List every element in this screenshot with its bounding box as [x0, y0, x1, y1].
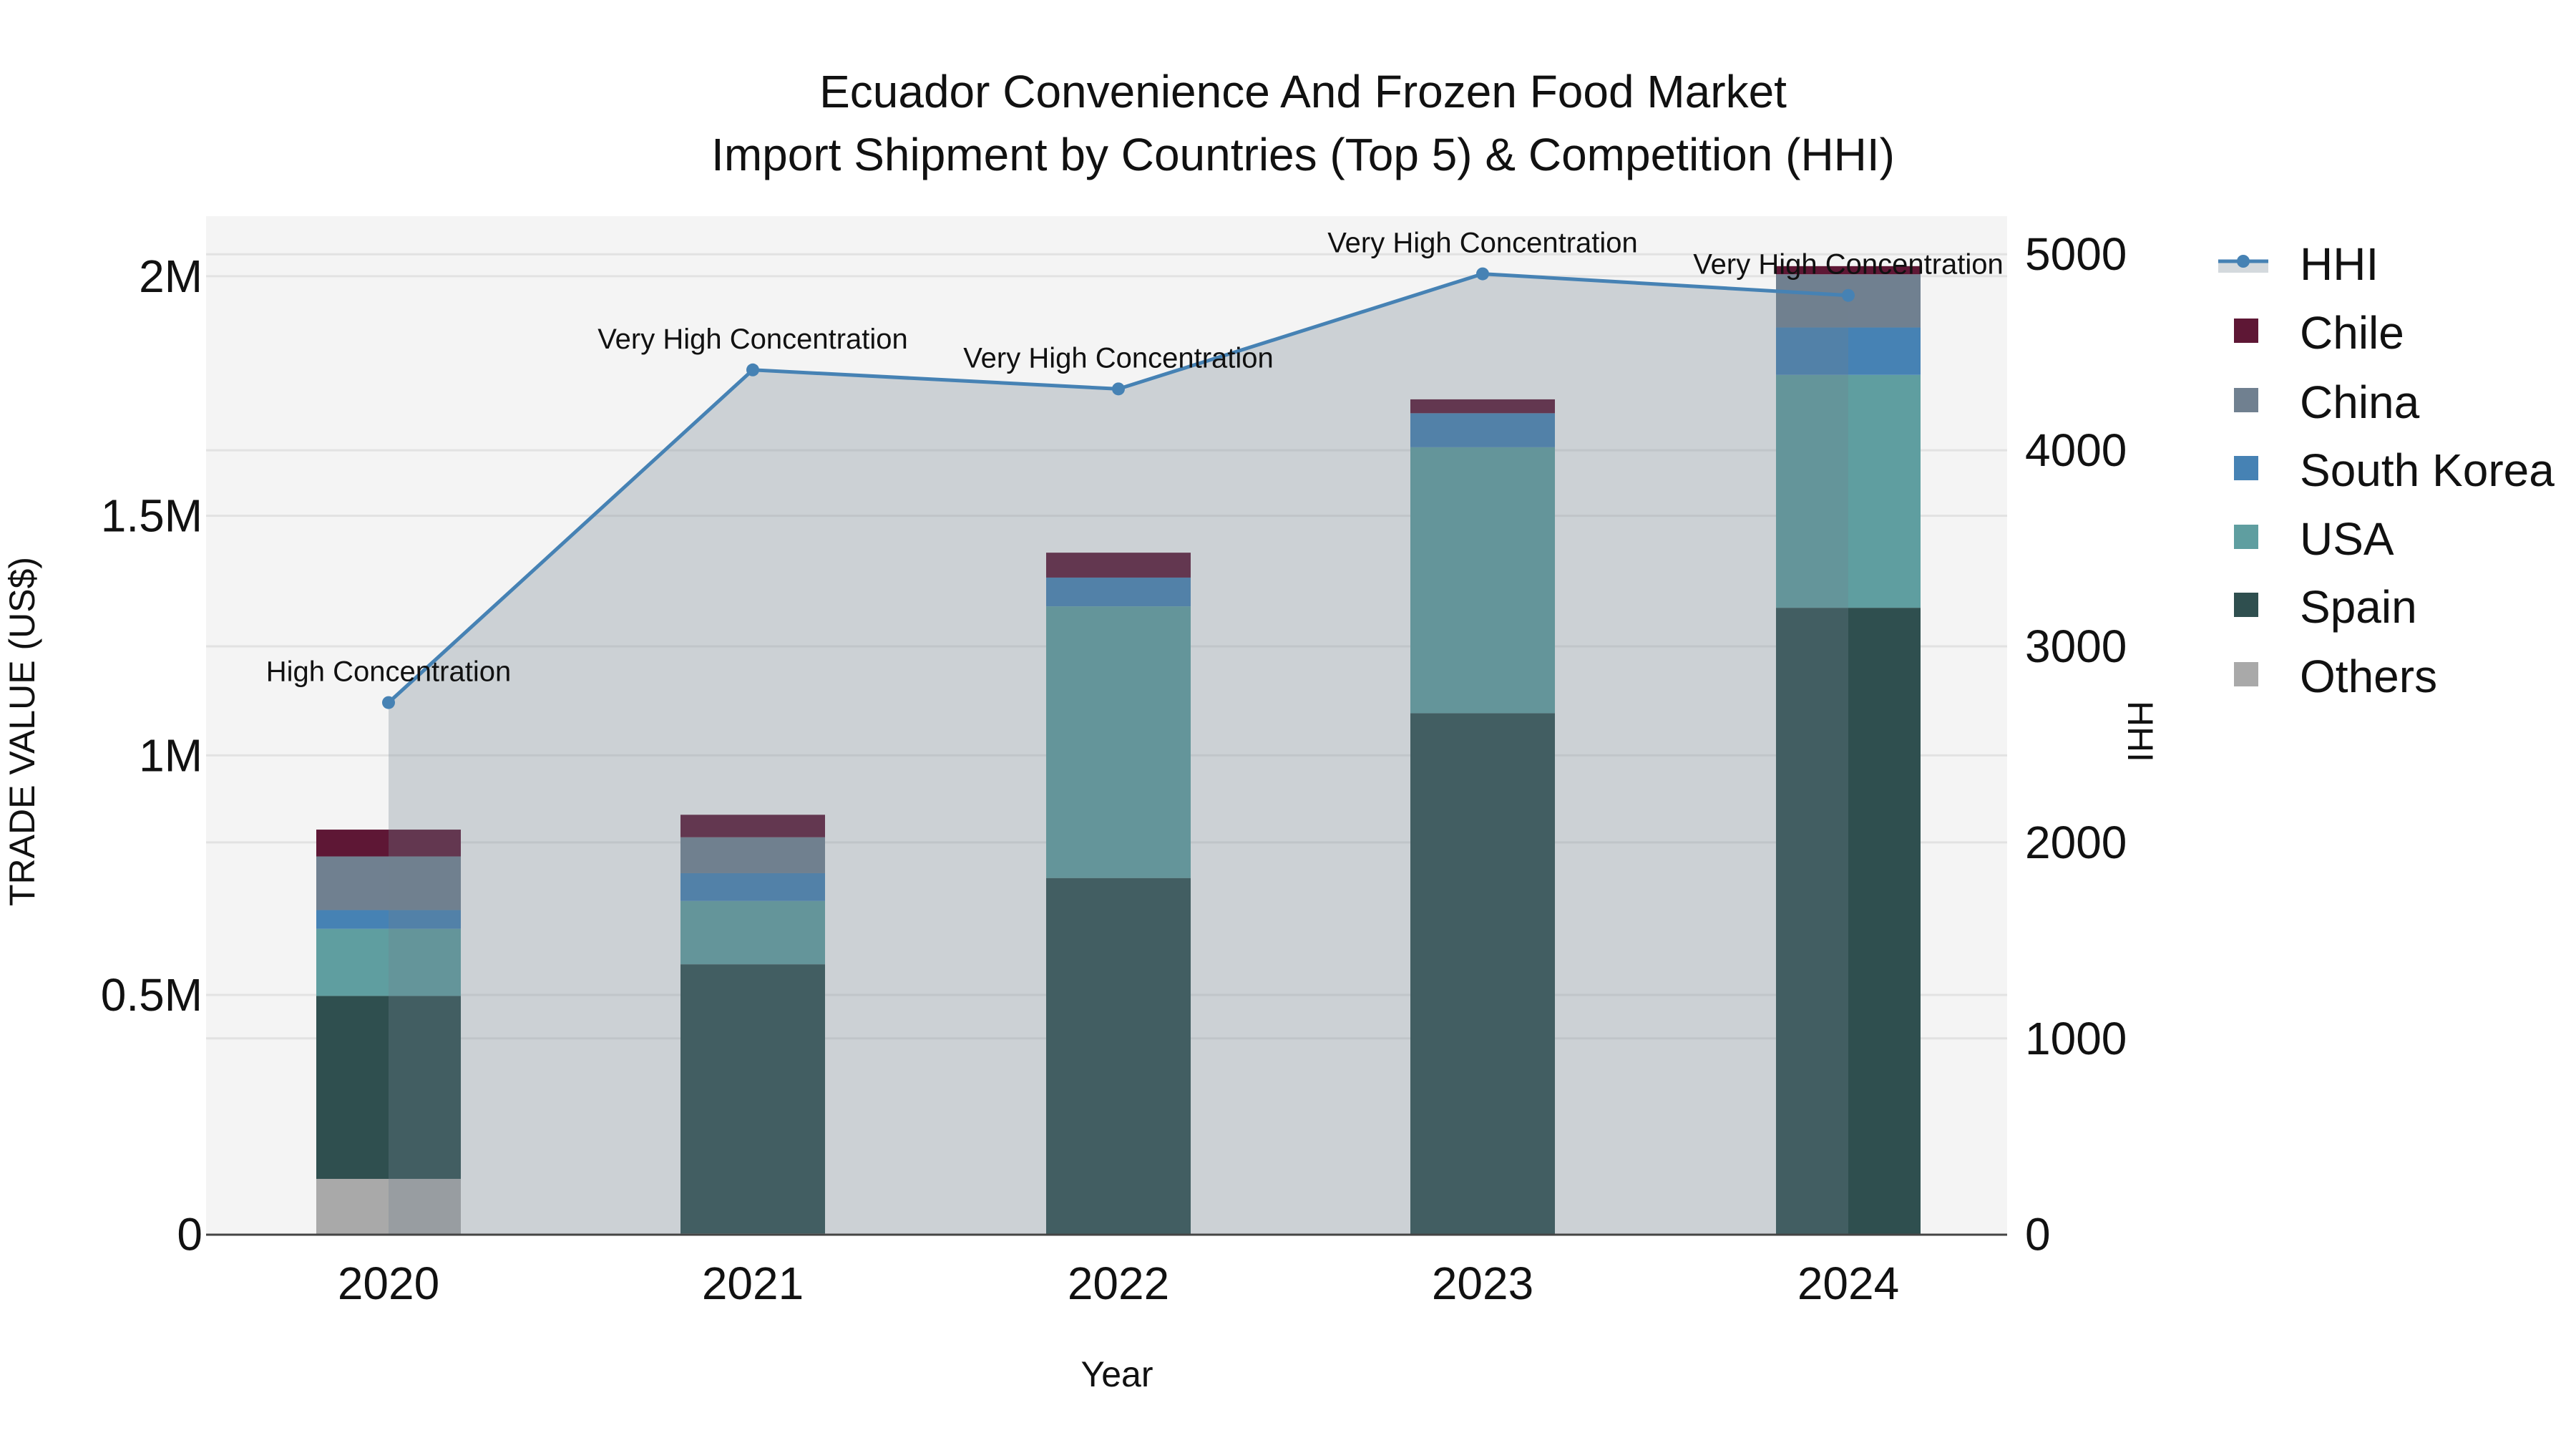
hhi-line-layer — [382, 267, 1855, 1235]
y-left-tick-label: 1M — [139, 729, 203, 781]
legend-swatch-icon — [2234, 662, 2258, 686]
legend-item-china[interactable]: China — [2234, 376, 2420, 428]
hhi-marker-2024[interactable] — [1842, 288, 1855, 302]
legend-item-chile[interactable]: Chile — [2234, 307, 2404, 359]
legend-label: Spain — [2300, 581, 2417, 633]
y-right-tick-label: 4000 — [2025, 424, 2127, 476]
legend-swatch-icon — [2234, 388, 2258, 412]
bar-stack-2024[interactable] — [1776, 266, 1921, 1235]
y-left-tick-label: 0 — [177, 1209, 203, 1260]
hhi-annotation-2024: Very High Concentration — [1693, 249, 2004, 281]
bar-segment-south-korea[interactable] — [316, 910, 461, 929]
bar-stack-2023[interactable] — [1410, 399, 1555, 1235]
y-right-tick-label: 0 — [2025, 1209, 2051, 1260]
legend-label: Others — [2300, 651, 2437, 702]
x-tick-label: 2023 — [1432, 1258, 1533, 1309]
legend-label: USA — [2300, 513, 2394, 565]
bar-segment-chile[interactable] — [1046, 553, 1191, 578]
legend-item-usa[interactable]: USA — [2234, 513, 2394, 565]
bar-segment-china[interactable] — [680, 837, 825, 873]
y-left-tick-label: 0.5M — [101, 969, 203, 1021]
hhi-annotation-2020: High Concentration — [266, 656, 511, 688]
bar-segment-spain[interactable] — [316, 996, 461, 1180]
hhi-marker-2022[interactable] — [1112, 382, 1125, 396]
bars-layer — [316, 266, 1921, 1235]
x-tick-label: 2021 — [702, 1258, 804, 1309]
bar-segment-chile[interactable] — [316, 830, 461, 857]
bar-stack-2021[interactable] — [680, 815, 825, 1235]
x-axis-title: Year — [1080, 1354, 1153, 1394]
legend: HHI Chile China South Korea USA Spain Others — [2218, 238, 2555, 702]
hhi-area-fill — [389, 273, 1848, 1235]
hhi-marker-2023[interactable] — [1476, 267, 1489, 281]
legend-marker-dot — [2237, 255, 2250, 268]
legend-swatch-icon — [2234, 319, 2258, 343]
legend-label: South Korea — [2300, 444, 2555, 496]
bar-segment-usa[interactable] — [1776, 374, 1921, 608]
legend-label: HHI — [2300, 238, 2379, 290]
chart-title-line-1: Ecuador Convenience And Frozen Food Mark… — [819, 66, 1787, 117]
y-left-tick-label: 2M — [139, 251, 203, 302]
hhi-annotation-2023: Very High Concentration — [1327, 228, 1638, 259]
hhi-annotation-2022: Very High Concentration — [963, 342, 1274, 374]
bar-segment-chile[interactable] — [680, 815, 825, 837]
legend-item-others[interactable]: Others — [2234, 651, 2437, 702]
hhi-marker-2020[interactable] — [382, 696, 395, 709]
y-axis-left-title: TRADE VALUE (US$) — [2, 557, 42, 906]
bar-segment-china[interactable] — [316, 856, 461, 910]
bar-segment-usa[interactable] — [1046, 606, 1191, 878]
y-right-tick-label: 5000 — [2025, 228, 2127, 280]
bar-segment-chile[interactable] — [1776, 266, 1921, 275]
y-right-tick-label: 1000 — [2025, 1013, 2127, 1064]
bar-segment-others[interactable] — [316, 1179, 461, 1235]
chart-title-line-2: Import Shipment by Countries (Top 5) & C… — [711, 129, 1895, 180]
bar-stack-2022[interactable] — [1046, 553, 1191, 1235]
legend-swatch-icon — [2234, 456, 2258, 480]
bar-segment-south-korea[interactable] — [1776, 327, 1921, 375]
bar-segment-spain[interactable] — [1776, 608, 1921, 1235]
legend-swatch-icon — [2234, 593, 2258, 617]
x-tick-label: 2020 — [338, 1258, 439, 1309]
y-right-tick-label: 2000 — [2025, 817, 2127, 868]
bar-segment-usa[interactable] — [1410, 447, 1555, 714]
legend-item-south-korea[interactable]: South Korea — [2234, 444, 2555, 496]
legend-item-spain[interactable]: Spain — [2234, 581, 2417, 633]
bar-segment-south-korea[interactable] — [680, 873, 825, 901]
bar-segment-chile[interactable] — [1410, 399, 1555, 414]
legend-label: Chile — [2300, 307, 2404, 359]
bar-segment-spain[interactable] — [680, 964, 825, 1234]
y-axis-right-title: HHI — [2120, 701, 2160, 762]
x-tick-label: 2024 — [1797, 1258, 1899, 1309]
y-left-tick-label: 1.5M — [101, 490, 203, 542]
bar-segment-spain[interactable] — [1046, 878, 1191, 1235]
bar-stack-2020[interactable] — [316, 830, 461, 1235]
bar-segment-south-korea[interactable] — [1410, 413, 1555, 447]
bar-segment-spain[interactable] — [1410, 713, 1555, 1235]
legend-label: China — [2300, 376, 2420, 428]
bar-segment-usa[interactable] — [316, 928, 461, 996]
hhi-annotation-2021: Very High Concentration — [597, 324, 908, 355]
x-axis-ticks: 2020 2021 2022 2023 2024 — [338, 1258, 1899, 1309]
legend-item-hhi[interactable]: HHI — [2218, 238, 2379, 290]
y-axis-right-ticks: 0 1000 2000 3000 4000 5000 — [2025, 228, 2127, 1260]
y-right-tick-label: 3000 — [2025, 621, 2127, 672]
y-axis-left-ticks: 0 0.5M 1M 1.5M 2M — [101, 251, 203, 1260]
legend-swatch-icon — [2234, 525, 2258, 549]
annotations-layer: High Concentration Very High Concentratio… — [266, 228, 2004, 688]
bar-segment-south-korea[interactable] — [1046, 577, 1191, 607]
bar-segment-usa[interactable] — [680, 900, 825, 965]
x-tick-label: 2022 — [1068, 1258, 1169, 1309]
hhi-marker-2021[interactable] — [746, 363, 759, 376]
